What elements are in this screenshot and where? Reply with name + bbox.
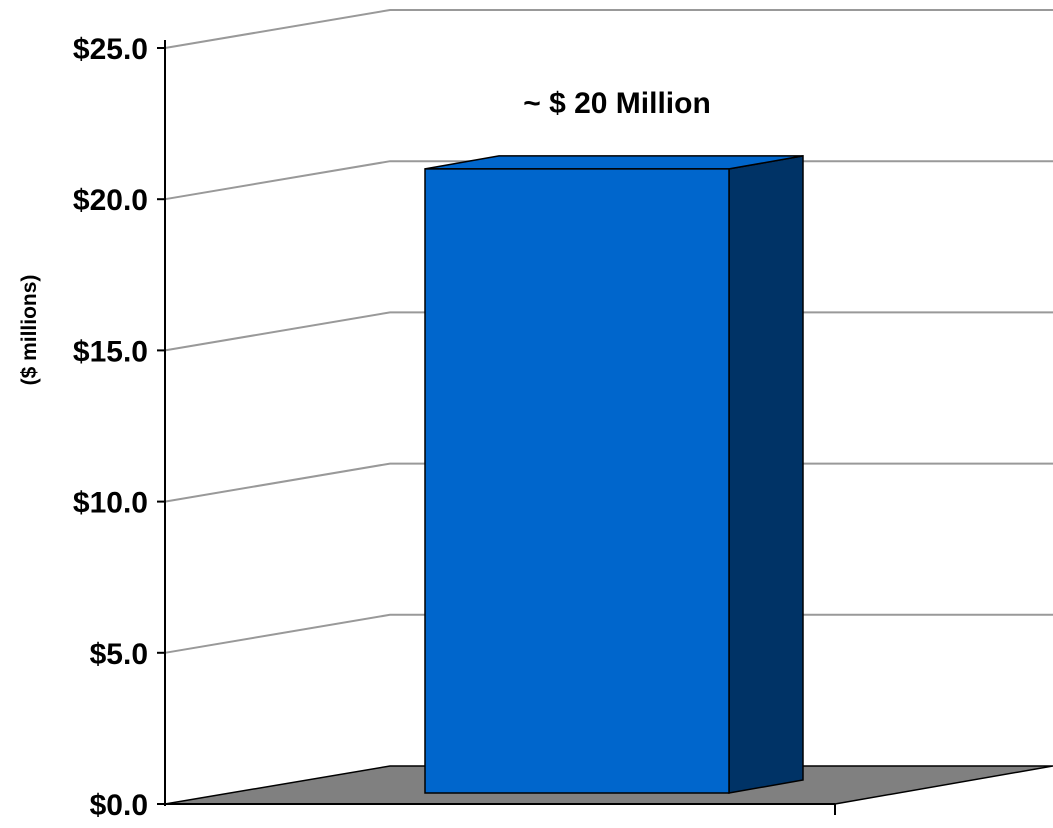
axes [157, 40, 836, 815]
bar [424, 168, 730, 794]
gridline [164, 160, 1053, 201]
gridline [164, 613, 1053, 654]
gridline [164, 462, 1053, 503]
y-tick-label: $25.0 [73, 33, 148, 66]
bar-annotation: ~ $ 20 Million [523, 87, 711, 120]
labels: $0.0 $5.0 $10.0 $15.0 $20.0 $25.0 ($ millions)… [18, 33, 711, 822]
bars [424, 155, 804, 794]
y-axis-title: ($ millions) [18, 275, 41, 386]
y-tick-label: $20.0 [73, 184, 148, 217]
y-tick-label: $10.0 [73, 487, 148, 520]
gridline [164, 9, 1053, 49]
y-tick-label: $0.0 [90, 789, 148, 822]
gridline [164, 311, 1053, 352]
y-tick-label: $5.0 [90, 638, 148, 671]
bar-side [728, 155, 804, 794]
gridlines [164, 9, 1053, 654]
y-tick-label: $15.0 [73, 335, 148, 368]
